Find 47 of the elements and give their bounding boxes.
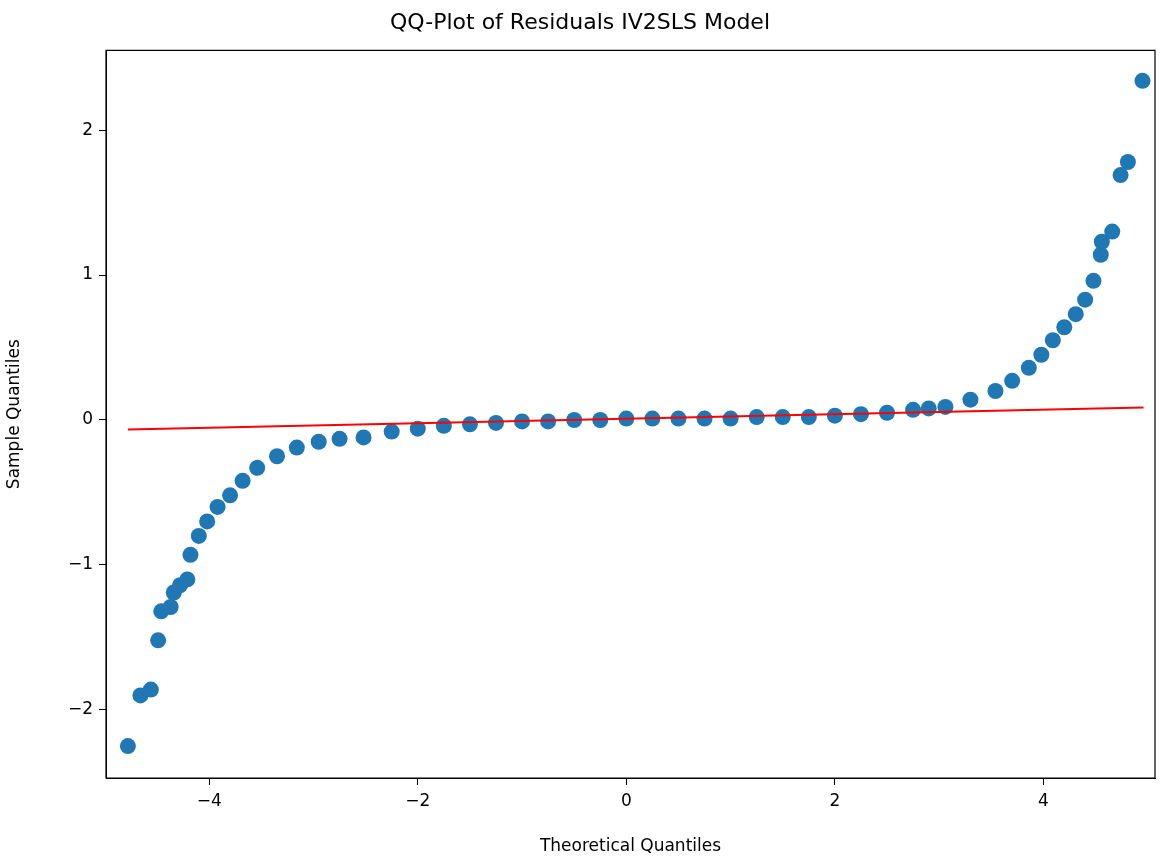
point [355, 429, 372, 446]
point [1085, 272, 1102, 289]
point [987, 383, 1004, 400]
point [1112, 167, 1129, 184]
point [1033, 346, 1050, 363]
point [1119, 154, 1136, 170]
point [1044, 332, 1061, 349]
point [1134, 72, 1151, 89]
y-tick-label: 2 [82, 118, 93, 139]
x-tick-label: 0 [620, 789, 632, 810]
point [962, 391, 979, 408]
point [162, 598, 179, 615]
y-tick-label: −2 [67, 698, 93, 719]
point [310, 433, 327, 450]
point [142, 681, 159, 698]
point [1056, 319, 1073, 336]
point [234, 472, 251, 489]
chart-title: QQ-Plot of Residuals IV2SLS Model [390, 8, 770, 34]
point [1092, 246, 1109, 263]
point [190, 527, 207, 544]
point [119, 738, 136, 755]
point [182, 546, 199, 563]
point [179, 571, 196, 588]
point [222, 487, 239, 504]
point [269, 448, 286, 465]
point [1077, 291, 1094, 308]
y-tick-label: 0 [82, 408, 93, 429]
point [1104, 223, 1121, 240]
x-tick-label: −2 [405, 789, 431, 810]
x-tick-label: 2 [829, 789, 841, 810]
point [288, 439, 305, 456]
point [209, 498, 226, 515]
point [1004, 372, 1021, 389]
point [383, 423, 400, 440]
point [1020, 359, 1037, 376]
x-tick-label: −4 [196, 789, 222, 810]
point [199, 513, 216, 530]
x-tick-label: 4 [1038, 789, 1049, 810]
point [1093, 233, 1110, 250]
point [249, 459, 266, 476]
y-axis-title: Sample Quantiles [2, 339, 23, 490]
y-tick-label: −1 [67, 553, 93, 574]
point [331, 430, 348, 447]
y-tick-label: 1 [82, 263, 93, 284]
point [150, 632, 167, 649]
point [1067, 306, 1084, 323]
x-axis-title: Theoretical Quantiles [538, 835, 722, 856]
